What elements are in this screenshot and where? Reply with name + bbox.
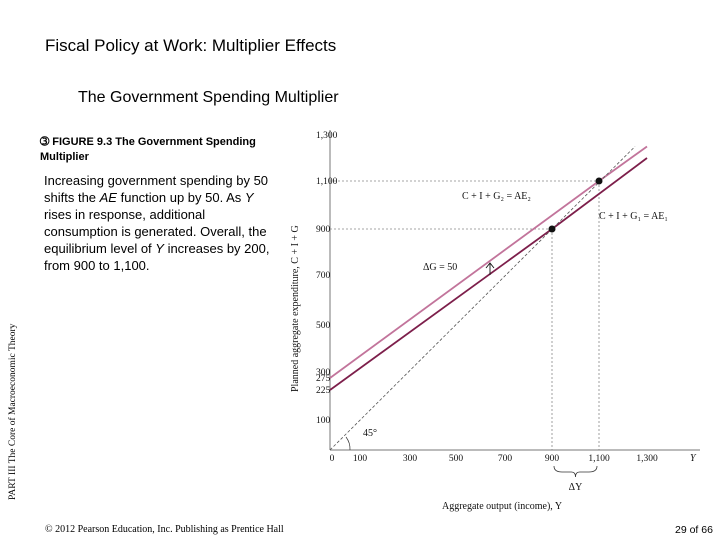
angle-arc bbox=[345, 436, 351, 451]
ae2-label: C + I + G₂ = AE₂ bbox=[462, 191, 531, 202]
delta-g-arrowhead bbox=[485, 262, 495, 269]
x-tick-label: 500 bbox=[449, 454, 464, 464]
y-axis-title: Planned aggregate expenditure, C + I + G bbox=[290, 225, 301, 392]
description-text-4: increases by 200, from 900 to 1,100. bbox=[44, 241, 270, 273]
equilibrium-point bbox=[548, 225, 556, 233]
figure-description: Increasing government spending by 50 shi… bbox=[44, 172, 279, 274]
y-tick-label: 100 bbox=[316, 416, 331, 426]
description-text-3: rises in response, additional consumptio… bbox=[44, 207, 267, 256]
description-ae: AE bbox=[99, 190, 117, 205]
x-axis-title: Aggregate output (income), Y bbox=[442, 501, 562, 512]
x-tick-label: 700 bbox=[498, 454, 513, 464]
x-tick-label: 100 bbox=[353, 454, 368, 464]
figure-caption-text: The Government Spending Multiplier bbox=[40, 136, 256, 163]
circled-digit-icon: ➂ bbox=[40, 136, 50, 148]
x-tick-label: 300 bbox=[403, 454, 418, 464]
y-tick-label: 300 bbox=[316, 368, 331, 378]
slide-title: Fiscal Policy at Work: Multiplier Effect… bbox=[45, 36, 337, 55]
x-tick-label: 900 bbox=[545, 454, 560, 464]
chart-axes bbox=[329, 130, 700, 451]
figure-caption: ➂ FIGURE 9.3 The Government Spending Mul… bbox=[40, 135, 270, 165]
delta-y-label: ΔY bbox=[569, 482, 583, 493]
y-tick-label: 1,300 bbox=[316, 131, 338, 141]
y-tick-label: 900 bbox=[316, 225, 331, 235]
description-y-1: Y bbox=[244, 190, 254, 205]
y-tick-label: 225 bbox=[316, 386, 331, 396]
copyright: © 2012 Pearson Education, Inc. Publishin… bbox=[45, 524, 284, 535]
slide-subtitle: The Government Spending Multiplier bbox=[78, 89, 339, 106]
y-tick-label: 500 bbox=[316, 321, 331, 331]
y-tick-label: 275 bbox=[316, 374, 331, 384]
y-tick-label: 700 bbox=[316, 271, 331, 281]
figure-number: FIGURE 9.3 bbox=[52, 136, 113, 148]
y-tick-label: 1,100 bbox=[316, 177, 338, 187]
equilibrium-point bbox=[595, 177, 603, 185]
x-tick-label: 0 bbox=[330, 454, 335, 464]
page-number: 29 of 66 bbox=[675, 524, 713, 536]
delta-y-brace bbox=[553, 465, 598, 478]
x-tick-label: 1,300 bbox=[636, 454, 658, 464]
forty-five-degree-line bbox=[329, 146, 636, 451]
description-text-1: Increasing government spending by 50 shi… bbox=[44, 173, 269, 205]
chart-guides bbox=[330, 180, 600, 450]
description-y-2: Y bbox=[155, 241, 164, 256]
delta-g-label: ΔG = 50 bbox=[423, 262, 457, 273]
chart-series bbox=[329, 145, 648, 451]
angle-label: 45° bbox=[363, 428, 377, 439]
ae1-label: C + I + G₁ = AE₁ bbox=[599, 211, 668, 222]
chart-labels: C + I + G₂ = AE₂ C + I + G₁ = AE₁ ΔG = 50 4… bbox=[290, 191, 697, 512]
x-axis-symbol: Y bbox=[690, 453, 697, 464]
description-text-2: function up by 50. As bbox=[116, 190, 245, 205]
chart-ticks: 0 100 300 500 700 900 1,100 1,30010022527530050… bbox=[316, 131, 658, 464]
x-tick-label: 1,100 bbox=[588, 454, 610, 464]
